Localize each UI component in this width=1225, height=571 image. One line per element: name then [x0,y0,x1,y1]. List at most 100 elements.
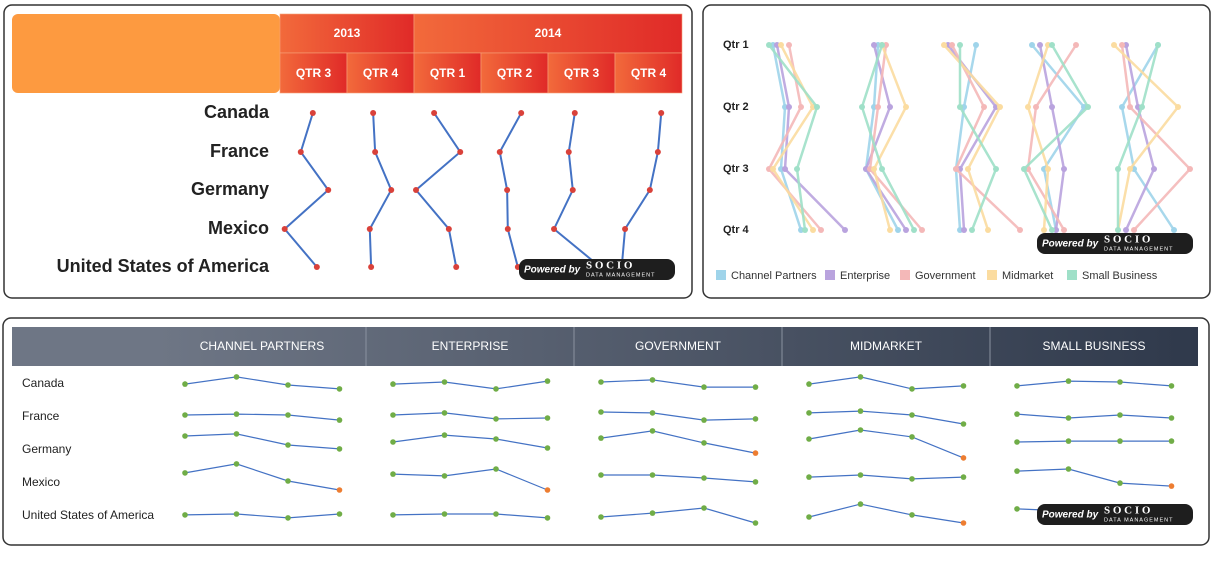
point [285,412,291,418]
point [875,104,881,110]
sparkline [392,412,548,420]
point [887,227,893,233]
point [960,474,967,480]
point [1014,383,1020,389]
point [504,187,511,193]
point [969,227,975,233]
sparkline [392,468,548,491]
legend-label: Small Business [1082,270,1158,282]
sparkline [600,507,756,524]
series-line [872,44,908,231]
point [919,227,925,233]
y-label: Qtr 4 [723,224,750,236]
point [388,187,395,193]
point [806,410,812,416]
point [766,42,772,48]
sparkline [600,411,756,421]
point [1117,438,1123,444]
row-label: France [22,409,60,423]
row-label: United States of America [22,508,154,522]
point [903,104,909,110]
point [649,472,656,478]
point [941,42,947,48]
sparkline [184,413,340,421]
panel [702,4,1211,299]
row-label: France [210,141,269,161]
point [1117,480,1123,486]
point [1117,412,1123,418]
point [909,434,915,440]
sparkline [1016,440,1172,443]
legend-swatch [825,270,835,280]
point [1127,104,1133,110]
point [1017,227,1023,233]
point [957,104,963,110]
point [493,386,499,392]
point [857,427,864,433]
series-line [943,44,1002,231]
quarter-header [480,52,549,94]
badge [1037,233,1193,254]
point [1127,166,1133,172]
point [859,104,865,110]
header-corner [12,327,158,366]
point [336,417,343,423]
point [1061,166,1067,172]
point [949,42,955,48]
point [752,520,759,526]
point [786,104,792,110]
point [701,505,707,511]
point [786,42,792,48]
point [806,381,812,387]
point [649,428,656,434]
series-line [1038,44,1066,231]
column-header: CHANNEL PARTNERS [200,339,324,353]
row-label: Canada [204,102,270,122]
point [993,166,999,172]
point [1119,104,1125,110]
series-line [1022,44,1090,231]
point [544,415,551,421]
badge-tagline: DATA MANAGEMENT [586,272,656,278]
point [1065,466,1072,472]
point [770,166,776,172]
sparkline [600,379,756,388]
point [806,514,812,520]
point [658,110,665,116]
point [551,226,558,232]
point [909,512,915,518]
row-label: Mexico [22,475,60,489]
point [309,110,316,116]
row-label: Germany [191,179,269,199]
quarter-label: QTR 2 [497,66,533,80]
point [1065,378,1072,384]
column-header: MIDMARKET [850,339,923,353]
point [701,475,707,481]
point [390,381,396,387]
point [336,446,343,452]
series-line [768,44,819,231]
quarter-label: QTR 4 [363,66,399,80]
sparkline [1016,380,1172,387]
sparkline [808,474,964,480]
point [281,226,288,232]
point [445,226,452,232]
point [1029,42,1035,48]
series-line [1124,44,1156,231]
point [453,264,460,270]
point [701,440,707,446]
point [1131,227,1137,233]
point [233,431,240,437]
legend-label: Midmarket [1002,270,1053,282]
badge-powered: Powered by [1042,510,1099,521]
point [1065,438,1072,444]
series-line [1120,44,1192,231]
point [285,442,291,448]
point [879,42,885,48]
point [441,432,448,438]
point [798,104,804,110]
point [1014,439,1020,445]
point [496,149,503,155]
point [802,227,808,233]
